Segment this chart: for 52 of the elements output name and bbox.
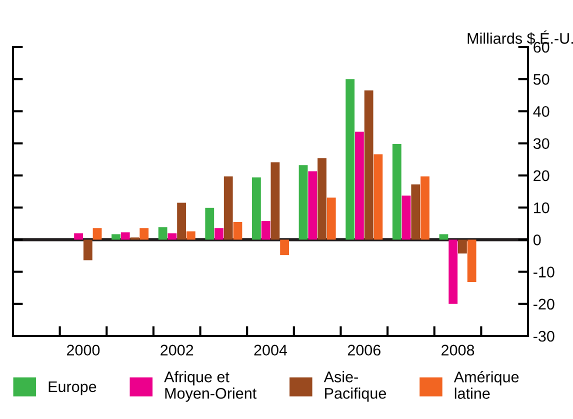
bar <box>467 240 476 282</box>
x-tick-label: 2006 <box>348 344 380 356</box>
x-tick-label: 2002 <box>160 344 194 356</box>
bar <box>308 171 318 240</box>
bar <box>224 176 233 240</box>
bar <box>92 228 102 240</box>
bar <box>346 79 355 240</box>
y-tick-label: 30 <box>533 138 550 150</box>
x-tick-label: 2004 <box>254 344 288 356</box>
bar <box>298 165 308 240</box>
bar <box>411 184 420 240</box>
bar <box>355 132 364 240</box>
y-tick-label: 20 <box>534 170 550 182</box>
bar <box>205 208 214 240</box>
bar <box>402 196 411 240</box>
bar <box>168 233 177 240</box>
y-tick-label: -10 <box>534 266 554 278</box>
bar <box>326 198 336 240</box>
legend-label: Afrique et Moyen-Orient <box>164 371 256 402</box>
bar <box>120 232 130 240</box>
bar <box>318 158 326 240</box>
bar <box>140 228 149 240</box>
bar <box>261 221 270 240</box>
bar <box>186 231 196 240</box>
bar <box>74 233 83 240</box>
bar <box>252 177 261 240</box>
bar <box>214 228 224 240</box>
bar <box>364 90 374 240</box>
y-tick-label: 40 <box>533 106 550 117</box>
bar <box>458 240 467 254</box>
bar <box>280 240 289 256</box>
bar <box>112 234 120 240</box>
x-tick-label: 2008 <box>442 344 474 356</box>
bar <box>158 227 168 240</box>
legend-label: Amérique latine <box>454 371 519 399</box>
y-tick-label: -20 <box>534 298 554 310</box>
x-tick-label: 2000 <box>67 344 100 356</box>
bar <box>439 234 448 240</box>
bar <box>420 176 430 240</box>
bar <box>83 240 92 260</box>
bar <box>270 162 280 240</box>
bar <box>448 240 458 304</box>
y-tick-label: -30 <box>534 330 554 342</box>
bar <box>392 144 402 240</box>
legend-label: Asie- Pacifique <box>324 371 386 402</box>
bar <box>374 154 383 240</box>
bar <box>233 222 242 240</box>
y-tick-label: 50 <box>533 74 550 85</box>
y-tick-label: 10 <box>534 202 550 214</box>
legend-label: Europe <box>48 381 96 396</box>
bar <box>177 202 186 240</box>
y-tick-label: 0 <box>533 234 541 246</box>
